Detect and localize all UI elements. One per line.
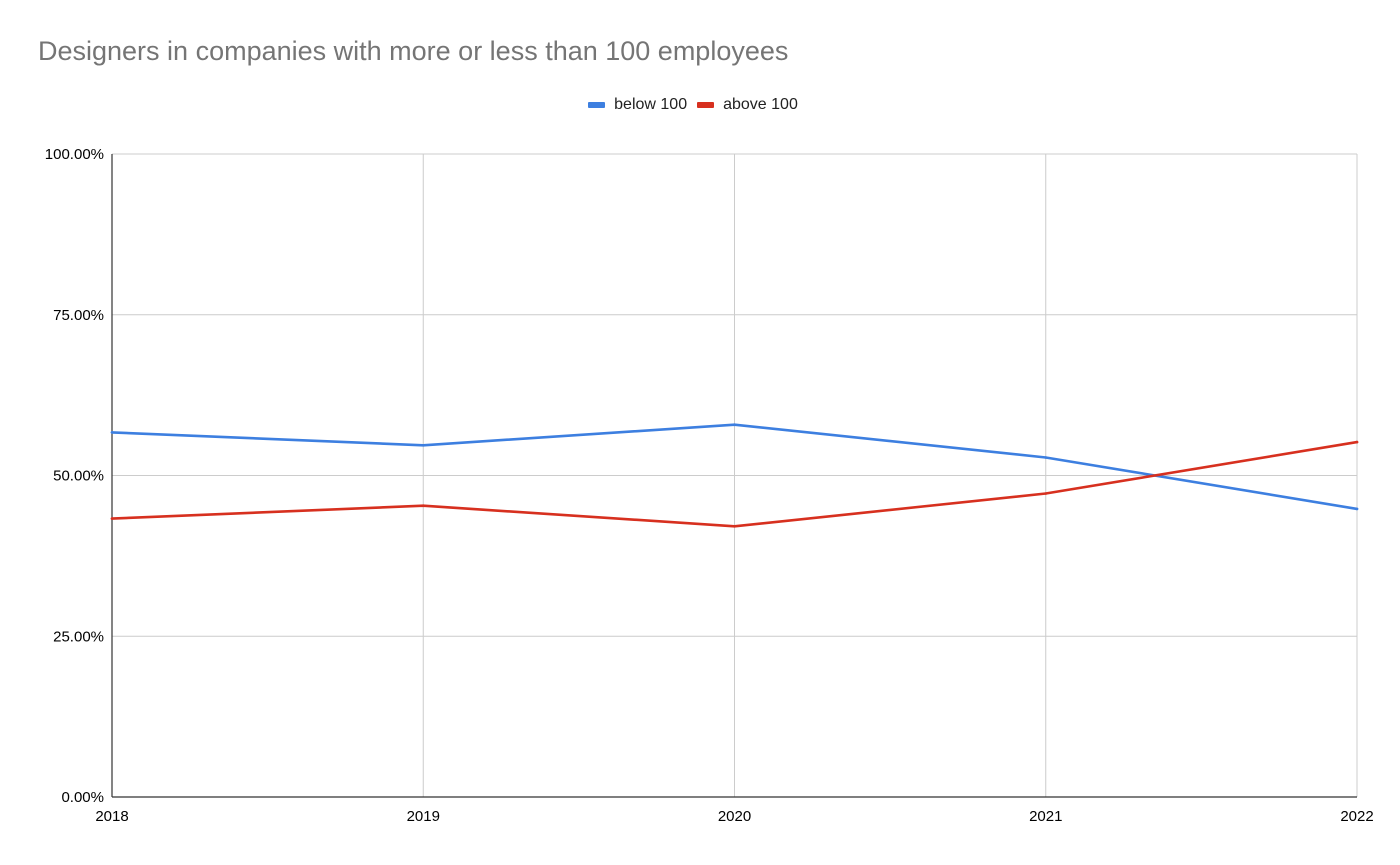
chart-legend: below 100 above 100 <box>0 96 1400 114</box>
legend-label-above-100: above 100 <box>723 96 798 113</box>
legend-swatch-below-100 <box>588 102 606 108</box>
x-tick-label: 2019 <box>407 808 440 825</box>
chart-series <box>110 423 1359 528</box>
chart-title: Designers in companies with more or less… <box>38 36 789 66</box>
data-point-above-100 <box>733 524 736 528</box>
y-tick-label: 50.00% <box>53 468 104 485</box>
y-axis-labels: 0.00% 25.00% 50.00% 75.00% 100.00% <box>45 146 104 806</box>
x-tick-label: 2020 <box>718 808 751 825</box>
data-point-below-100 <box>110 431 114 434</box>
data-point-above-100 <box>1044 492 1048 495</box>
data-point-above-100 <box>110 517 114 520</box>
y-tick-label: 25.00% <box>53 628 104 645</box>
legend-label-below-100: below 100 <box>614 96 688 113</box>
x-tick-label: 2021 <box>1029 808 1062 825</box>
legend-item-below-100: below 100 <box>588 96 687 114</box>
x-tick-label: 2018 <box>95 808 128 825</box>
x-axis-labels: 2018 2019 2020 2021 2022 <box>95 808 1373 825</box>
data-point-below-100 <box>1044 456 1048 459</box>
y-tick-label: 0.00% <box>61 789 104 806</box>
x-tick-label: 2022 <box>1340 808 1373 825</box>
legend-swatch-above-100 <box>697 102 715 108</box>
chart-axes <box>111 154 1357 798</box>
chart-grid <box>112 153 1358 797</box>
y-tick-label: 75.00% <box>53 307 104 324</box>
legend-item-above-100: above 100 <box>697 96 798 114</box>
data-point-below-100 <box>421 443 425 447</box>
y-tick-label: 100.00% <box>45 146 104 163</box>
data-point-above-100 <box>421 504 425 508</box>
data-point-below-100 <box>733 423 736 427</box>
data-point-below-100 <box>1355 507 1359 511</box>
data-point-above-100 <box>1355 440 1359 444</box>
